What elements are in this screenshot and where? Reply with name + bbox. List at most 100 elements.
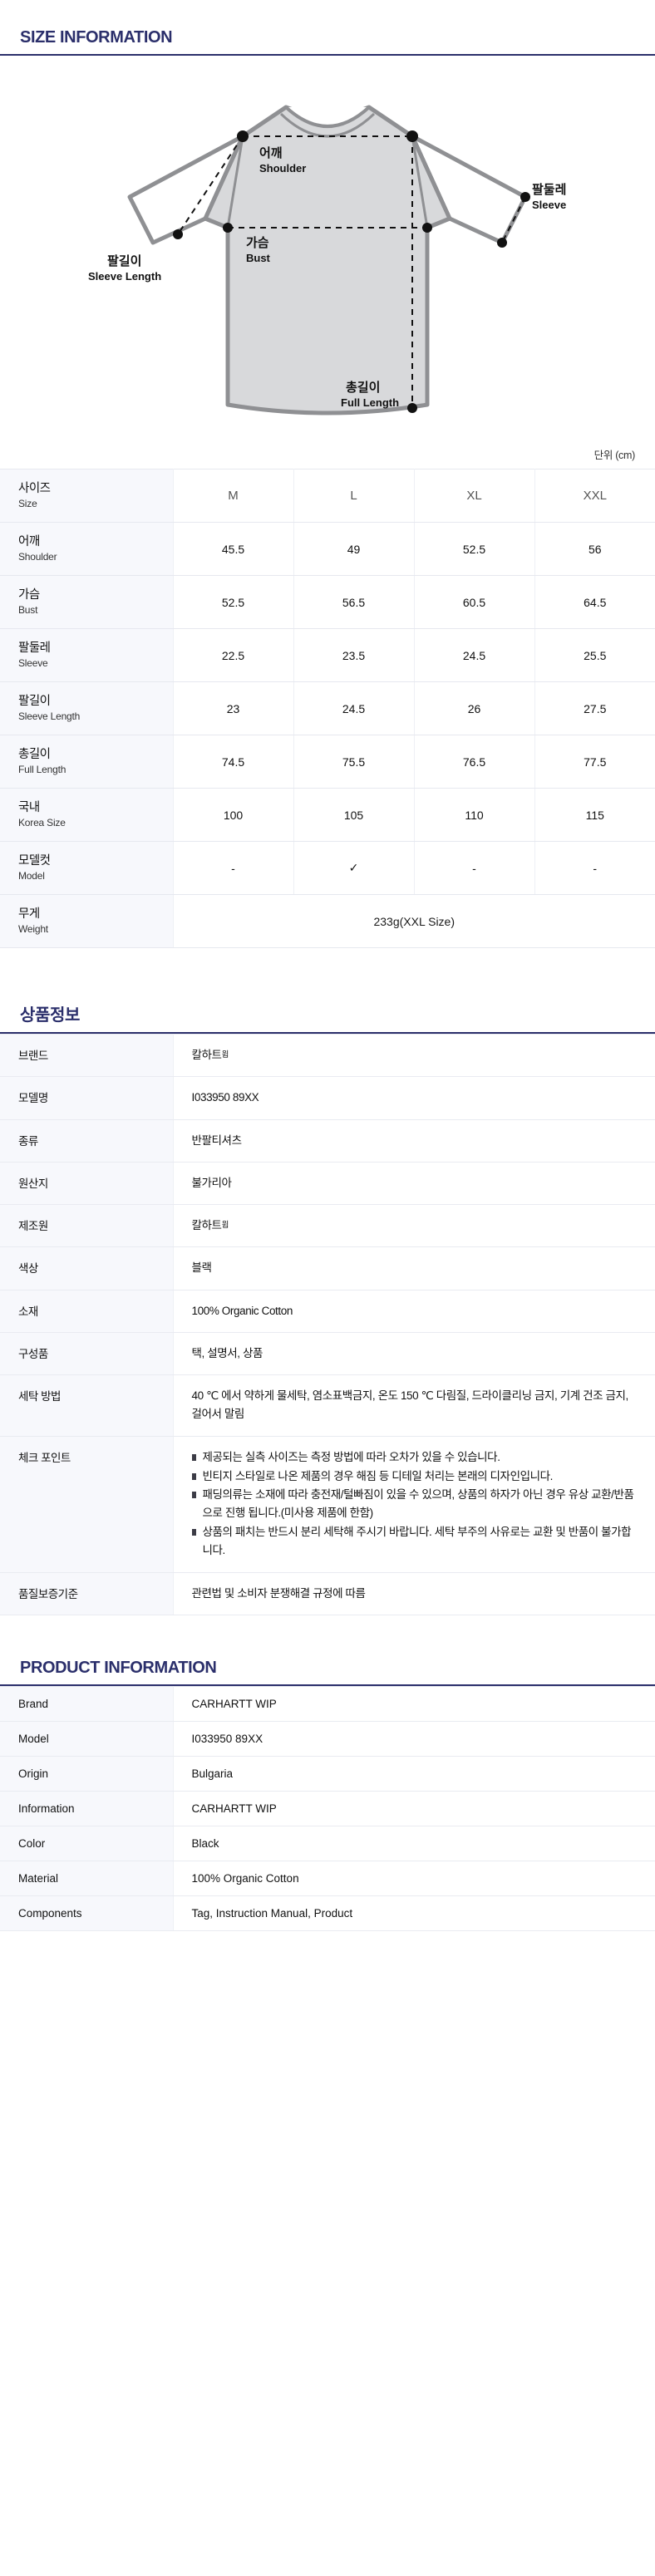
key-components-en: Components (0, 1895, 174, 1932)
key-warranty: 품질보증기준 (0, 1571, 174, 1616)
table-row: Brand CARHARTT WIP (0, 1686, 655, 1723)
cell-shoulder-l: 49 (293, 522, 415, 576)
table-row: 모델명 I033950 89XX (0, 1076, 655, 1120)
key-manufacturer: 제조원 (0, 1204, 174, 1248)
key-origin: 원산지 (0, 1161, 174, 1206)
table-row: 브랜드 칼하트윕 (0, 1033, 655, 1078)
size-table-body: 어깨 Shoulder 45.5 49 52.5 56 가슴 Bust 52.5… (0, 522, 655, 948)
value-category: 반팔티셔츠 (173, 1118, 655, 1163)
row-label-full-length: 총길이 Full Length (0, 735, 174, 789)
product-information-divider (0, 1684, 655, 1687)
table-row: 색상 블랙 (0, 1246, 655, 1290)
value-brand-en: CARHARTT WIP (173, 1686, 655, 1723)
list-item: 패딩의류는 소재에 따라 충전재/털빠짐이 있을 수 있으며, 상품의 하자가 … (191, 1486, 638, 1522)
table-row: 체크 포인트 제공되는 실측 사이즈는 측정 방법에 따라 오차가 있을 수 있… (0, 1435, 655, 1573)
cell-korea-m: 100 (173, 788, 294, 842)
size-table-header-row: 사이즈 Size M L XL XXL (0, 469, 655, 523)
size-column-xl: XL (414, 469, 535, 523)
table-row: Model I033950 89XX (0, 1721, 655, 1757)
key-model-en: Model (0, 1721, 174, 1757)
row-label-ko: 총길이 (18, 747, 51, 761)
cell-sleeve-length-m: 23 (173, 681, 294, 735)
label-shoulder-en: Shoulder (259, 162, 306, 175)
cell-full-length-l: 75.5 (293, 735, 415, 789)
table-row: Color Black (0, 1826, 655, 1862)
key-category: 종류 (0, 1118, 174, 1163)
size-information-title: SIZE INFORMATION (20, 28, 173, 47)
table-row: 무게 Weight 233g(XXL Size) (0, 894, 655, 948)
key-brand: 브랜드 (0, 1033, 174, 1078)
label-sleeve-length-ko: 팔길이 (107, 253, 141, 268)
row-label-ko: 모델컷 (18, 853, 51, 868)
list-item: 빈티지 스타일로 나온 제품의 경우 해짐 등 디테일 처리는 본래의 디자인입… (191, 1467, 638, 1486)
size-table-header-label: 사이즈 Size (0, 469, 174, 523)
table-row: Components Tag, Instruction Manual, Prod… (0, 1895, 655, 1932)
label-full-length-ko: 총길이 (346, 381, 380, 395)
table-row: 가슴 Bust 52.5 56.5 60.5 64.5 (0, 575, 655, 629)
table-row: 세탁 방법 40 ℃ 에서 약하게 물세탁, 염소표백금지, 온도 150 ℃ … (0, 1374, 655, 1437)
row-label-en: Full Length (18, 763, 66, 775)
cell-sleeve-m: 22.5 (173, 628, 294, 682)
row-label-sleeve: 팔둘레 Sleeve (0, 628, 174, 682)
size-column-l: L (293, 469, 415, 523)
list-item: 상품의 패치는 반드시 분리 세탁해 주시기 바랍니다. 세탁 부주의 사유로는… (191, 1523, 638, 1560)
cell-sleeve-xxl: 25.5 (534, 628, 655, 682)
key-color-en: Color (0, 1826, 174, 1862)
table-row: 소재 100% Organic Cotton (0, 1289, 655, 1333)
size-column-m: M (173, 469, 294, 523)
header-en: Size (18, 497, 37, 509)
cell-korea-xl: 110 (414, 788, 535, 842)
cell-sleeve-length-xl: 26 (414, 681, 535, 735)
table-row: 팔길이 Sleeve Length 23 24.5 26 27.5 (0, 681, 655, 735)
row-label-sleeve-length: 팔길이 Sleeve Length (0, 681, 174, 735)
table-row: 품질보증기준 관련법 및 소비자 분쟁해결 규정에 따름 (0, 1571, 655, 1616)
value-material-en: 100% Organic Cotton (173, 1861, 655, 1897)
label-bust-ko: 가슴 (246, 236, 269, 250)
key-check-point: 체크 포인트 (0, 1435, 174, 1573)
row-label-ko: 가슴 (18, 587, 40, 602)
row-label-en: Sleeve Length (18, 710, 81, 722)
cell-bust-xl: 60.5 (414, 575, 535, 629)
value-origin: 불가리아 (173, 1161, 655, 1206)
label-sleeve-ko: 팔둘레 (532, 182, 566, 197)
cell-full-length-m: 74.5 (173, 735, 294, 789)
brand-name: 칼하트 (191, 1049, 222, 1061)
cell-shoulder-xxl: 56 (534, 522, 655, 576)
table-row: 국내 Korea Size 100 105 110 115 (0, 788, 655, 842)
cell-bust-m: 52.5 (173, 575, 294, 629)
size-information-page: SIZE INFORMATION (0, 28, 655, 1946)
spacer (0, 1931, 655, 1946)
value-material: 100% Organic Cotton (173, 1289, 655, 1333)
value-brand: 칼하트윕 (173, 1033, 655, 1078)
cell-weight-value: 233g(XXL Size) (173, 894, 655, 948)
row-label-ko: 국내 (18, 800, 40, 814)
row-label-ko: 어깨 (18, 534, 40, 548)
row-label-shoulder: 어깨 Shoulder (0, 522, 174, 576)
label-sleeve-length-en: Sleeve Length (88, 270, 161, 283)
table-row: 모델컷 Model - ✓ - - (0, 841, 655, 895)
value-model-en: I033950 89XX (173, 1721, 655, 1757)
value-warranty: 관련법 및 소비자 분쟁해결 규정에 따름 (173, 1571, 655, 1616)
value-information-en: CARHARTT WIP (173, 1791, 655, 1827)
value-color: 블랙 (173, 1246, 655, 1290)
cell-model-xxl: - (534, 841, 655, 895)
check-point-list: 제공되는 실측 사이즈는 측정 방법에 따라 오차가 있을 수 있습니다. 빈티… (191, 1448, 638, 1560)
value-model-name: I033950 89XX (173, 1076, 655, 1120)
row-label-bust: 가슴 Bust (0, 575, 174, 629)
product-info-divider (0, 1032, 655, 1034)
product-info-header: 상품정보 (0, 1001, 655, 1032)
key-wash-method: 세탁 방법 (0, 1374, 174, 1437)
manufacturer-wip-mark: 윕 (221, 1221, 229, 1231)
table-row: 어깨 Shoulder 45.5 49 52.5 56 (0, 522, 655, 576)
row-label-ko: 팔길이 (18, 694, 51, 708)
cell-korea-xxl: 115 (534, 788, 655, 842)
key-material: 소재 (0, 1289, 174, 1333)
value-check-point: 제공되는 실측 사이즈는 측정 방법에 따라 오차가 있을 수 있습니다. 빈티… (173, 1435, 655, 1573)
unit-note: 단위 (cm) (593, 450, 636, 461)
size-column-xxl: XXL (534, 469, 655, 523)
tshirt-illustration: 어깨 Shoulder 팔둘레 Sleeve 가슴 Bust 팔길이 Sleev… (88, 105, 566, 415)
table-row: Information CARHARTT WIP (0, 1791, 655, 1827)
row-label-en: Weight (18, 922, 48, 935)
value-origin-en: Bulgaria (173, 1756, 655, 1792)
list-item: 제공되는 실측 사이즈는 측정 방법에 따라 오차가 있을 수 있습니다. (191, 1448, 638, 1467)
